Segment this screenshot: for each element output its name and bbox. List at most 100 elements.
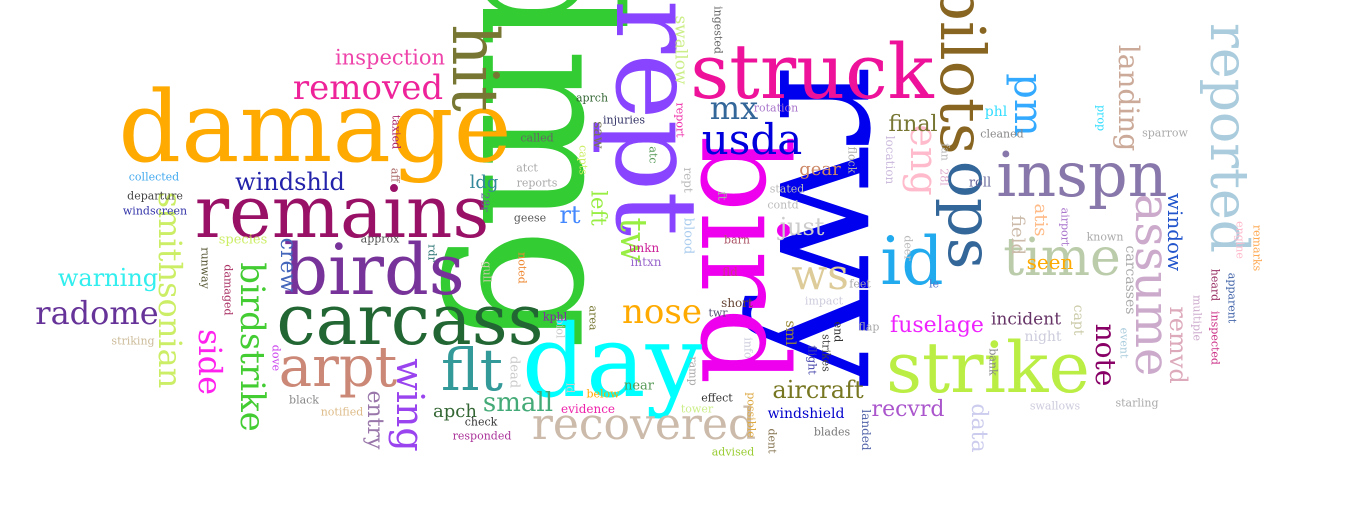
word-strikes: strikes: [819, 334, 833, 372]
word-ingested: ingested: [711, 6, 725, 54]
word-atct: atct: [516, 161, 538, 175]
word-flight: flight: [805, 345, 819, 375]
word-atc: atc: [646, 146, 660, 164]
word-departure: departure: [127, 189, 183, 203]
word-known: known: [1086, 230, 1124, 244]
word-arpt: arpt: [278, 335, 398, 400]
word-dove: dove: [269, 344, 283, 372]
word-aff: aff: [388, 167, 402, 183]
word-kphl: kphl: [542, 310, 568, 324]
word-sml: sml: [782, 320, 798, 346]
word-rdr: rdr: [425, 244, 439, 262]
word-landing: landing: [1112, 44, 1145, 152]
word-blades: blades: [813, 425, 851, 439]
word-injuries: injuries: [602, 113, 646, 127]
word-sparrow: sparrow: [1142, 126, 1188, 140]
word-atis: atis: [1030, 203, 1051, 237]
word-strike: strike: [886, 327, 1090, 409]
word-final: final: [888, 112, 938, 137]
word-fld: fld: [722, 265, 738, 279]
word-ldg: ldg: [469, 172, 499, 193]
word-contd: contd: [767, 198, 799, 212]
word-recvrd: recvrd: [871, 397, 945, 422]
word-collected: collected: [128, 170, 180, 184]
word-carcass: carcass: [276, 279, 544, 361]
word-window: window: [1163, 192, 1187, 272]
word-short: short: [721, 296, 753, 310]
word-apparent: apparent: [1225, 272, 1239, 324]
word-birds: birds: [283, 229, 465, 311]
word-taxied: taxied: [389, 114, 403, 150]
word-bank: bank: [986, 348, 1000, 376]
word-multiple: multiple: [1190, 294, 1204, 342]
word-seen: seen: [1026, 250, 1074, 274]
word-28r: 28r: [478, 192, 492, 212]
word-remvd: remvd: [1164, 306, 1192, 384]
word-roll: roll: [968, 175, 992, 191]
word-small: small: [482, 388, 554, 418]
word-flap: flap: [858, 320, 880, 334]
word-data: data: [966, 403, 991, 453]
word-ld: ld: [563, 382, 577, 394]
word-possible: possible: [744, 392, 758, 438]
word-aprch: aprch: [575, 91, 609, 105]
word-cleaned: cleaned: [980, 127, 1024, 141]
word-rotation: rotation: [753, 101, 799, 115]
word-crew: crew: [275, 237, 300, 293]
word-swallows: swallows: [1029, 399, 1081, 413]
word-phl: phl: [984, 104, 1008, 120]
word-event: event: [1117, 327, 1131, 359]
word-windscreen: windscreen: [122, 204, 188, 218]
word-warning: warning: [57, 264, 159, 292]
word-struck: struck: [690, 27, 934, 116]
word-species: species: [218, 232, 268, 248]
word-evidence: evidence: [560, 402, 616, 416]
word-rept-small: rept: [681, 167, 695, 193]
word-inspected: inspected: [1208, 311, 1222, 365]
word-gull: gull: [480, 261, 494, 283]
word-starling: starling: [1115, 396, 1159, 410]
word-impact: impact: [804, 294, 844, 308]
word-just: just: [779, 213, 825, 241]
word-dent: dent: [765, 428, 779, 454]
word-remains: remains: [194, 170, 490, 254]
word-reports: reports: [516, 176, 558, 190]
word-ft: ft: [715, 191, 729, 201]
word-capts: capts: [576, 145, 590, 175]
word-info: info: [741, 337, 755, 359]
word-fuselage: fuselage: [890, 313, 984, 338]
word-time: time: [1003, 228, 1121, 288]
word-landed: landed: [859, 409, 873, 451]
word-windshld: windshld: [235, 168, 345, 196]
word-ramp: ramp: [686, 356, 700, 386]
word-area: area: [586, 305, 600, 331]
word-inspection: inspection: [335, 45, 445, 70]
word-fan: fan: [938, 143, 952, 161]
word-deer: deer: [901, 235, 915, 261]
word-runway: runway: [198, 247, 212, 289]
word-report: report: [673, 102, 687, 138]
word-radome: radome: [35, 294, 159, 332]
word-birdstrike: birdstrike: [232, 262, 272, 432]
word-prop: prop: [1094, 105, 1108, 131]
word-location: location: [883, 135, 897, 185]
word-incident: incident: [990, 309, 1062, 330]
word-tower: tower: [680, 402, 714, 416]
word-called: called: [520, 131, 554, 145]
word-striking: striking: [111, 334, 155, 348]
word-recovered: recovered: [531, 399, 757, 450]
word-28l: 28l: [937, 168, 951, 186]
word-barn: barn: [724, 233, 750, 247]
word-check: check: [464, 415, 498, 429]
word-hit: hit: [437, 24, 511, 112]
word-advised: advised: [711, 445, 755, 459]
word-near: near: [623, 378, 655, 394]
word-id: id: [880, 223, 944, 300]
word-nose: nose: [622, 292, 702, 332]
word-inspn: inspn: [996, 138, 1168, 211]
word-flock: flock: [845, 146, 859, 174]
word-field: field: [1007, 215, 1028, 255]
word-geese: geese: [513, 211, 547, 225]
word-blood: blood: [680, 217, 696, 255]
word-unkn: unkn: [628, 241, 660, 255]
